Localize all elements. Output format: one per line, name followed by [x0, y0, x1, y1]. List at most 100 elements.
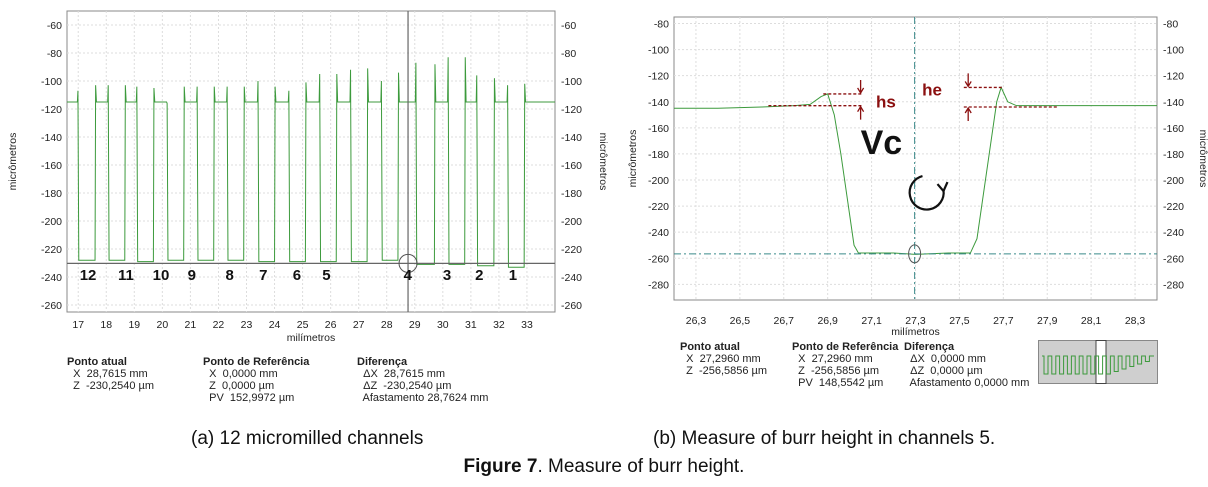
y-tick-label-left: -120	[41, 104, 62, 116]
y-tick-label-left: -160	[41, 160, 62, 172]
cursor-marker	[398, 253, 418, 273]
hs-arrow-up	[857, 105, 865, 120]
x-axis-label: milímetros	[891, 326, 939, 338]
caption-b: (b) Measure of burr height in channels 5…	[653, 428, 996, 449]
x-tick-label: 28	[381, 319, 393, 331]
rotation-arrow-arc	[908, 174, 945, 211]
x-tick-label: 27,3	[905, 315, 926, 327]
x-tick-label: 26,7	[774, 315, 795, 327]
y-tick-label-right: -80	[1163, 19, 1178, 31]
y-tick-label-left: -100	[648, 45, 669, 57]
y-tick-label-left: -200	[648, 175, 669, 187]
x-tick-label: 25	[297, 319, 309, 331]
reference-point-info: Ponto de Referência X 0,0000 mm Z 0,0000…	[203, 356, 310, 404]
y-tick-label-right: -140	[561, 132, 582, 144]
he-label: he	[922, 80, 942, 99]
y-tick-label-right: -240	[1163, 227, 1184, 239]
x-tick-label: 26,9	[817, 315, 838, 327]
y-tick-label-left: -220	[648, 201, 669, 213]
y-tick-label-right: -80	[561, 48, 576, 60]
y-tick-label-left: -100	[41, 76, 62, 88]
y-tick-label-right: -180	[561, 188, 582, 200]
x-tick-label: 22	[213, 319, 225, 331]
he-arrow-up	[964, 106, 972, 121]
channel-label: 11	[118, 267, 134, 284]
channel-label: 5	[322, 267, 330, 284]
x-tick-label: 27	[353, 319, 365, 331]
hs-arrow-down	[857, 79, 865, 95]
caption-a: (a) 12 micromilled channels	[191, 428, 424, 449]
y-tick-label-right: -220	[561, 244, 582, 256]
profile-line	[67, 57, 555, 268]
x-tick-label: 26,5	[730, 315, 751, 327]
y-tick-label-left: -180	[648, 149, 669, 161]
x-tick-label: 27,1	[861, 315, 882, 327]
channel-label: 1	[509, 267, 517, 284]
x-tick-label: 28,3	[1125, 315, 1146, 327]
x-tick-label: 26,3	[686, 315, 707, 327]
y-tick-label-left: -220	[41, 244, 62, 256]
burr-profile-chart: -80 -80 -100 -100 -120 -120 -140 -140 -160 -160 -1…	[627, 16, 1208, 338]
vc-label: Vc	[861, 124, 903, 162]
y-tick-label-right: -120	[561, 104, 582, 116]
x-tick-label: 26	[325, 319, 337, 331]
x-tick-label: 27,5	[949, 315, 970, 327]
channel-label: 3	[443, 267, 451, 284]
hs-label: hs	[876, 93, 896, 112]
profile-line	[674, 86, 1157, 255]
current-point-info: Ponto atual X 27,2960 mm Z -256,5856 µm	[680, 341, 768, 377]
y-axis-label-left: micrômetros	[7, 133, 19, 191]
y-tick-label-right: -280	[1163, 279, 1184, 291]
x-tick-label: 23	[241, 319, 253, 331]
x-tick-label: 31	[465, 319, 477, 331]
y-tick-label-right: -60	[561, 20, 576, 32]
y-tick-label-left: -120	[648, 71, 669, 83]
thumbnail-viewport	[1095, 340, 1107, 384]
he-arrow-down	[964, 73, 972, 88]
reference-point-info: Ponto de Referência X 27,2960 mm Z -256,…	[792, 341, 899, 389]
thumbnail-profile	[1042, 355, 1154, 375]
y-tick-label-left: -240	[41, 272, 62, 284]
x-axis-label: milímetros	[287, 332, 335, 344]
x-tick-label: 29	[409, 319, 421, 331]
y-tick-label-right: -260	[1163, 253, 1184, 265]
difference-info: Diferença ΔX 28,7615 mm ΔZ -230,2540 µm …	[357, 356, 489, 404]
x-tick-label: 28,1	[1081, 315, 1102, 327]
x-tick-label: 33	[521, 319, 533, 331]
y-tick-label-left: -80	[654, 19, 669, 31]
y-tick-label-right: -200	[561, 216, 582, 228]
y-tick-label-left: -80	[47, 48, 62, 60]
panel-a-channels: -60 -60 -80 -80 -100 -100 -120 -120 -140 -140 -160…	[0, 0, 612, 420]
y-tick-label-left: -60	[47, 20, 62, 32]
x-tick-label: 20	[157, 319, 169, 331]
x-tick-label: 30	[437, 319, 449, 331]
y-tick-label-left: -260	[648, 253, 669, 265]
y-tick-label-right: -260	[561, 300, 582, 312]
y-tick-label-left: -240	[648, 227, 669, 239]
y-tick-label-left: -140	[648, 97, 669, 109]
x-tick-label: 32	[493, 319, 505, 331]
channel-label: 12	[80, 267, 97, 284]
y-tick-label-right: -100	[1163, 45, 1184, 57]
channel-label: 8	[225, 267, 233, 284]
y-tick-label-right: -160	[1163, 123, 1184, 135]
rotation-arrow-head	[936, 181, 949, 194]
y-axis-label-right: micrômetros	[1197, 130, 1208, 188]
channel-label: 9	[188, 267, 196, 284]
y-axis-label-right: micrômetros	[597, 133, 609, 191]
y-tick-label-right: -180	[1163, 149, 1184, 161]
cursor-marker	[908, 244, 922, 264]
channel-label: 2	[475, 267, 483, 284]
panel-b-burr: -80 -80 -100 -100 -120 -120 -140 -140 -160 -160 -1…	[612, 0, 1208, 420]
channels-profile-chart: -60 -60 -80 -80 -100 -100 -120 -120 -140 -140 -160…	[7, 10, 609, 344]
channel-label: 6	[293, 267, 301, 284]
overview-thumbnail[interactable]	[1038, 340, 1158, 384]
y-tick-label-right: -100	[561, 76, 582, 88]
difference-info: Diferença ΔX 0,0000 mm ΔZ 0,0000 µm Afas…	[904, 341, 1030, 389]
channel-label: 7	[259, 267, 267, 284]
x-tick-label: 19	[128, 319, 140, 331]
x-tick-label: 17	[72, 319, 84, 331]
y-tick-label-right: -200	[1163, 175, 1184, 187]
y-tick-label-left: -140	[41, 132, 62, 144]
figure-caption: Figure 7. Measure of burr height.	[463, 456, 745, 477]
